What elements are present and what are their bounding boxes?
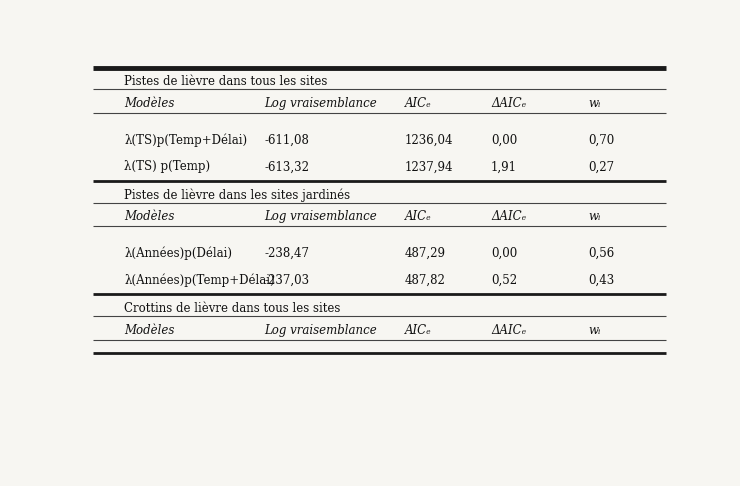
- Text: λ(Années)p(Temp+Délai): λ(Années)p(Temp+Délai): [124, 274, 275, 287]
- Text: 487,29: 487,29: [405, 247, 446, 260]
- Text: 1236,04: 1236,04: [405, 133, 454, 146]
- Text: 0,00: 0,00: [491, 247, 517, 260]
- Text: -237,03: -237,03: [265, 274, 309, 287]
- Text: wᵢ: wᵢ: [588, 324, 601, 337]
- Text: AICₑ: AICₑ: [405, 324, 431, 337]
- Text: -613,32: -613,32: [265, 160, 309, 174]
- Text: ΔAICₑ: ΔAICₑ: [491, 97, 526, 110]
- Text: Modèles: Modèles: [124, 324, 175, 337]
- Text: Modèles: Modèles: [124, 97, 175, 110]
- Text: AICₑ: AICₑ: [405, 97, 431, 110]
- Text: 1237,94: 1237,94: [405, 160, 454, 174]
- Text: 487,82: 487,82: [405, 274, 446, 287]
- Text: 0,43: 0,43: [588, 274, 615, 287]
- Text: AICₑ: AICₑ: [405, 210, 431, 224]
- Text: Crottins de lièvre dans tous les sites: Crottins de lièvre dans tous les sites: [124, 302, 340, 315]
- Text: 0,56: 0,56: [588, 247, 615, 260]
- Text: Log vraisemblance: Log vraisemblance: [265, 210, 377, 224]
- Text: Pistes de lièvre dans les sites jardinés: Pistes de lièvre dans les sites jardinés: [124, 189, 350, 202]
- Text: λ(TS)p(Temp+Délai): λ(TS)p(Temp+Délai): [124, 133, 247, 147]
- Text: ΔAICₑ: ΔAICₑ: [491, 324, 526, 337]
- Text: λ(Années)p(Délai): λ(Années)p(Délai): [124, 246, 232, 260]
- Text: wᵢ: wᵢ: [588, 210, 601, 224]
- Text: 0,27: 0,27: [588, 160, 615, 174]
- Text: Log vraisemblance: Log vraisemblance: [265, 97, 377, 110]
- Text: -238,47: -238,47: [265, 247, 309, 260]
- Text: Modèles: Modèles: [124, 210, 175, 224]
- Text: -611,08: -611,08: [265, 133, 309, 146]
- Text: Pistes de lièvre dans tous les sites: Pistes de lièvre dans tous les sites: [124, 75, 327, 88]
- Text: wᵢ: wᵢ: [588, 97, 601, 110]
- Text: λ(TS) p(Temp): λ(TS) p(Temp): [124, 160, 210, 174]
- Text: 0,00: 0,00: [491, 133, 517, 146]
- Text: ΔAICₑ: ΔAICₑ: [491, 210, 526, 224]
- Text: 1,91: 1,91: [491, 160, 517, 174]
- Text: 0,52: 0,52: [491, 274, 517, 287]
- Text: Log vraisemblance: Log vraisemblance: [265, 324, 377, 337]
- Text: 0,70: 0,70: [588, 133, 615, 146]
